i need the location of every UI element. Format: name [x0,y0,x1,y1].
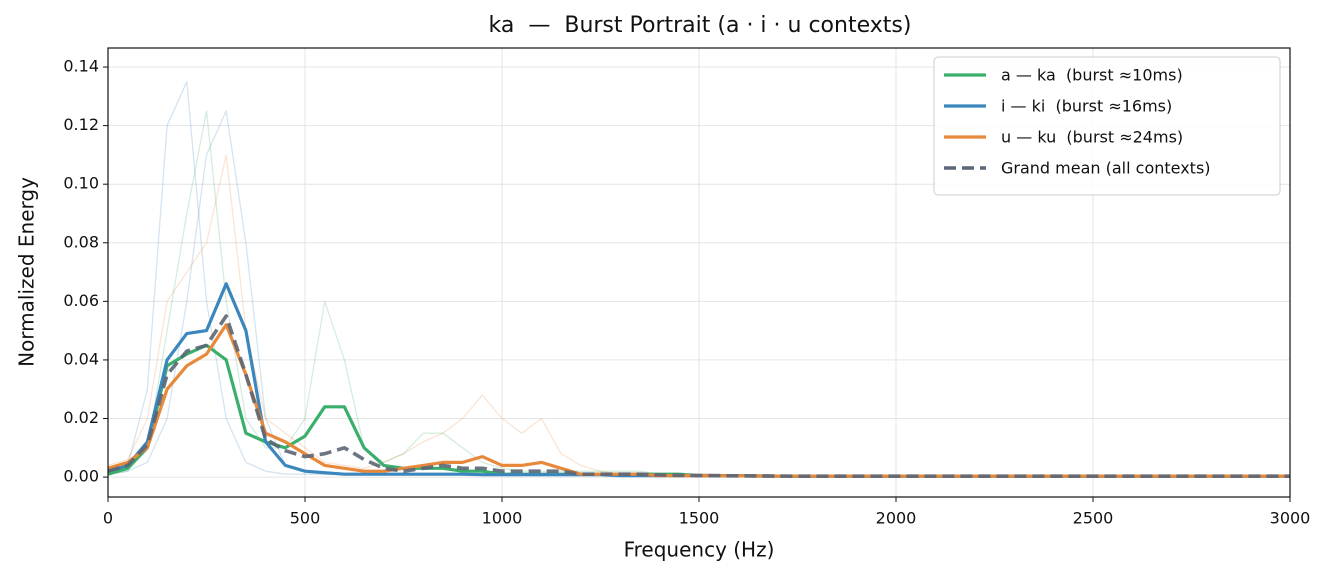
x-axis-label: Frequency (Hz) [624,538,775,562]
y-tick-label: 0.12 [63,115,99,134]
legend-label: a — ka (burst ≈10ms) [1001,66,1183,85]
x-tick-label: 500 [290,509,321,528]
legend-label: Grand mean (all contexts) [1001,159,1211,178]
x-tick-label: 2500 [1073,509,1114,528]
legend-label: u — ku (burst ≈24ms) [1001,128,1183,147]
y-tick-label: 0.06 [63,291,99,310]
y-tick-label: 0.10 [63,174,99,193]
y-tick-label: 0.04 [63,349,99,368]
plot-frame [107,47,1291,498]
series-line [107,314,1290,478]
x-tick-label: 1000 [482,509,523,528]
x-tick-label: 3000 [1270,509,1311,528]
y-axis-label: Normalized Energy [15,177,39,367]
x-tick-label: 0 [103,509,113,528]
y-tick-label: 0.08 [63,232,99,251]
legend: a — ka (burst ≈10ms) i — ki (burst ≈16ms)… [933,56,1281,196]
chart-title: ka — Burst Portrait (a · i · u contexts) [489,13,912,38]
y-tick-label: 0.02 [63,408,99,427]
x-tick-label: 1500 [679,509,720,528]
x-tick-label: 2000 [876,509,917,528]
legend-label: i — ki (burst ≈16ms) [1001,97,1172,116]
legend-box [933,56,1281,196]
y-tick-label: 0.14 [63,57,99,76]
y-tick-label: 0.00 [63,467,99,486]
